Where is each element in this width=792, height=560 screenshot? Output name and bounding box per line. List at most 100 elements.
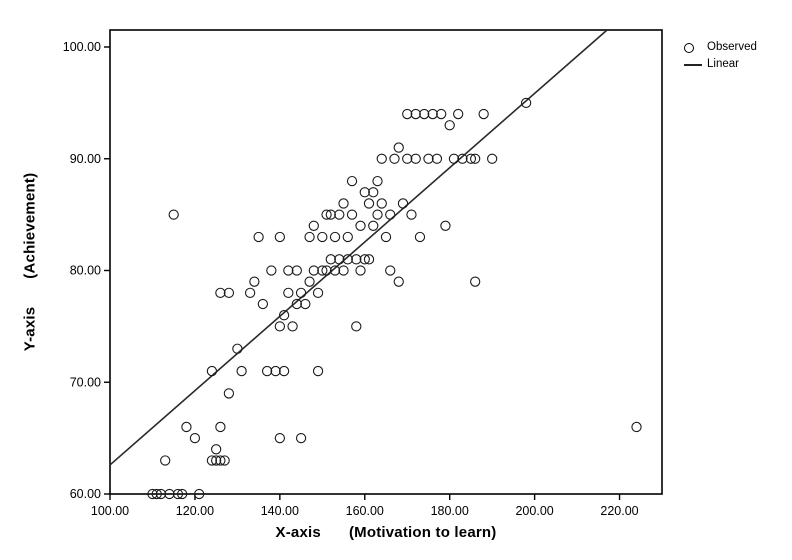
data-point [393,276,404,287]
data-point [363,254,375,265]
data-point [410,108,421,120]
data-point [470,276,481,287]
x-tick-label: 160.00 [346,504,384,518]
data-point [325,254,336,265]
data-point [355,220,366,231]
data-point [274,321,285,332]
data-point [427,108,438,120]
data-point [368,220,379,231]
data-point [312,365,324,377]
y-tick-label: 60.00 [70,487,101,501]
data-point [287,321,298,332]
data-point [372,175,383,187]
data-point [351,321,362,332]
data-point [274,231,285,243]
data-point [465,153,477,164]
y-tick-label: 90.00 [70,152,101,166]
data-point [380,231,392,243]
data-point [342,231,353,243]
data-point [304,231,315,243]
data-point [211,444,222,455]
data-point [423,153,434,164]
data-point [168,209,179,220]
data-point [470,153,481,164]
data-point [397,198,409,209]
y-tick-label: 80.00 [70,264,101,278]
linear-marker-icon [684,63,704,66]
data-point [342,254,353,265]
data-point [223,388,235,399]
data-point [219,455,230,466]
legend-label-linear: Linear [707,58,739,70]
legend-item-linear: Linear [684,57,757,72]
data-point [410,153,421,164]
data-point [317,231,328,243]
data-point [389,153,400,164]
scatter-points [147,97,642,500]
data-point [321,209,332,220]
data-point [329,265,341,276]
data-point [325,209,336,220]
data-point [189,432,201,444]
data-point [177,488,188,500]
data-point [211,455,222,466]
data-point [295,287,307,298]
data-point [440,220,451,231]
data-point [520,97,532,109]
data-point [206,455,218,466]
data-point [312,287,324,298]
data-point [164,488,175,500]
data-point [478,108,489,120]
data-point [236,365,247,377]
data-point [436,108,447,120]
data-point [359,254,370,265]
data-point [419,108,430,120]
legend: Observed Linear [684,40,757,74]
x-axis-title: X-axis (Motivation to learn) [110,524,662,541]
data-point [393,142,404,153]
y-tick-label: 100.00 [63,40,101,54]
data-point [308,220,319,231]
data-point [181,421,192,433]
y-axis-title-axis: Y-axis [21,306,39,352]
data-point [457,153,468,164]
y-axis-ticks: 60.00 70.00 80.00 90.00 100.00 [63,40,110,501]
legend-item-observed: Observed [684,40,757,55]
data-point [406,209,417,220]
x-tick-label: 120.00 [176,504,214,518]
data-point [215,455,226,466]
data-point [249,276,260,287]
data-point [372,209,383,220]
data-point [244,287,256,298]
data-point [232,343,243,354]
legend-label-observed: Observed [707,41,757,53]
data-point [155,488,167,500]
data-point [385,265,396,276]
data-point [376,153,387,164]
data-point [355,265,366,276]
data-point [194,488,205,500]
data-point [257,298,269,310]
data-point [402,153,413,164]
x-axis-title-desc: (Motivation to learn) [348,524,497,541]
data-point [334,254,345,265]
data-point [431,153,443,164]
x-tick-label: 140.00 [261,504,299,518]
x-axis-title-axis: X-axis [275,524,321,541]
data-point [215,421,226,433]
x-tick-label: 200.00 [515,504,553,518]
data-point [376,198,387,209]
data-point [351,254,362,265]
data-point [385,209,396,220]
data-point [283,265,294,276]
data-point [274,432,285,444]
y-axis-title: Y-axis (Achievement) [22,173,39,352]
data-point [402,108,413,120]
data-point [338,198,349,209]
data-point [278,310,290,321]
data-point [448,153,460,164]
data-point [346,209,358,220]
data-point [215,287,226,298]
